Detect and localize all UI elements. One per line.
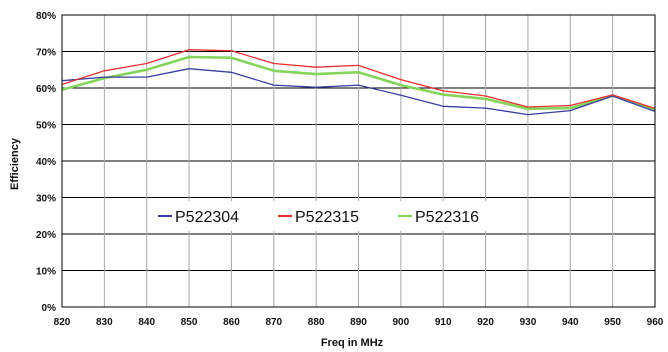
- y-tick-label: 20%: [36, 230, 56, 241]
- y-tick-label: 70%: [36, 48, 56, 59]
- x-tick-label: 860: [223, 317, 240, 328]
- x-tick-label: 840: [138, 317, 155, 328]
- x-tick-label: 890: [350, 317, 367, 328]
- y-tick-label: 60%: [36, 84, 56, 95]
- series-line-p522316: [61, 55, 656, 112]
- legend-label-p522304: P522304: [175, 209, 239, 226]
- x-tick-label: 920: [477, 317, 494, 328]
- plot-frame: [61, 14, 656, 308]
- x-tick-label: 880: [308, 317, 325, 328]
- legend-items: P522304 P522315 P522316: [158, 209, 479, 226]
- series-layer: [61, 49, 656, 116]
- y-tick-label: 40%: [36, 157, 56, 168]
- grid-layer: [61, 14, 656, 308]
- x-tick-label: 850: [181, 317, 198, 328]
- x-tick-label: 910: [435, 317, 452, 328]
- x-tick-label: 950: [604, 317, 621, 328]
- x-tick-labels: 820 830 840 850 860 870 880 890 900 910 920 930 940 9…: [54, 317, 664, 328]
- x-tick-label: 900: [393, 317, 410, 328]
- legend: P522304 P522315 P522316: [150, 201, 507, 231]
- x-tick-label: 940: [562, 317, 579, 328]
- legend-label-p522315: P522315: [295, 209, 359, 226]
- x-tick-label: 820: [54, 317, 71, 328]
- y-tick-label: 10%: [36, 267, 56, 278]
- x-tick-label: 830: [96, 317, 113, 328]
- y-tick-label: 50%: [36, 121, 56, 132]
- y-tick-labels: 0% 10% 20% 30% 40% 50% 60% 70% 80%: [36, 11, 56, 314]
- x-tick-label: 960: [647, 317, 664, 328]
- y-tick-label: 30%: [36, 194, 56, 205]
- y-tick-label: 0%: [42, 303, 57, 314]
- y-axis-title: Efficiency: [9, 137, 21, 190]
- legend-box: [150, 201, 507, 231]
- series-line-p522315: [61, 49, 656, 110]
- x-tick-label: 870: [265, 317, 282, 328]
- x-tick-label: 930: [520, 317, 537, 328]
- y-tick-label: 80%: [36, 11, 56, 22]
- x-axis-title: Freq in MHz: [321, 337, 384, 349]
- legend-label-p522316: P522316: [415, 209, 479, 226]
- series-line-p522304: [61, 68, 656, 116]
